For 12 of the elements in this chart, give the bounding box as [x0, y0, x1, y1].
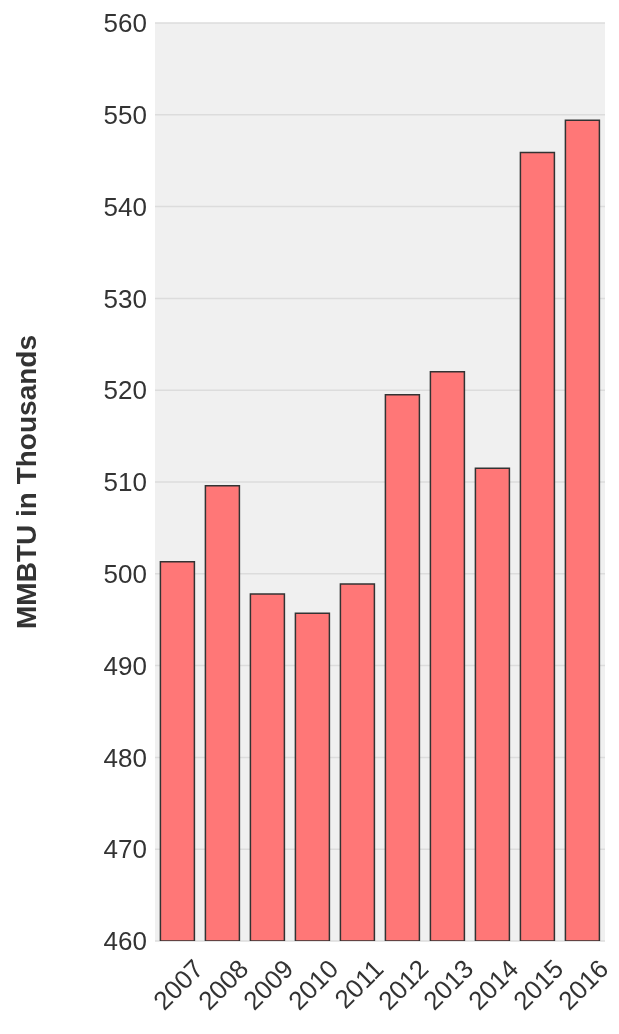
y-tick-label: 530 — [103, 283, 147, 314]
y-tick-label: 500 — [103, 559, 147, 590]
y-tick-label: 510 — [103, 467, 147, 498]
y-tick-label: 520 — [103, 375, 147, 406]
y-axis-title: MMBTU in Thousands — [10, 335, 42, 629]
y-tick-label: 470 — [103, 834, 147, 865]
y-tick-label: 540 — [103, 191, 147, 222]
y-tick-label: 490 — [103, 650, 147, 681]
y-tick-label: 560 — [103, 8, 147, 39]
y-tick-label: 480 — [103, 742, 147, 773]
y-tick-label: 460 — [103, 926, 147, 957]
y-tick-label: 550 — [103, 100, 147, 131]
